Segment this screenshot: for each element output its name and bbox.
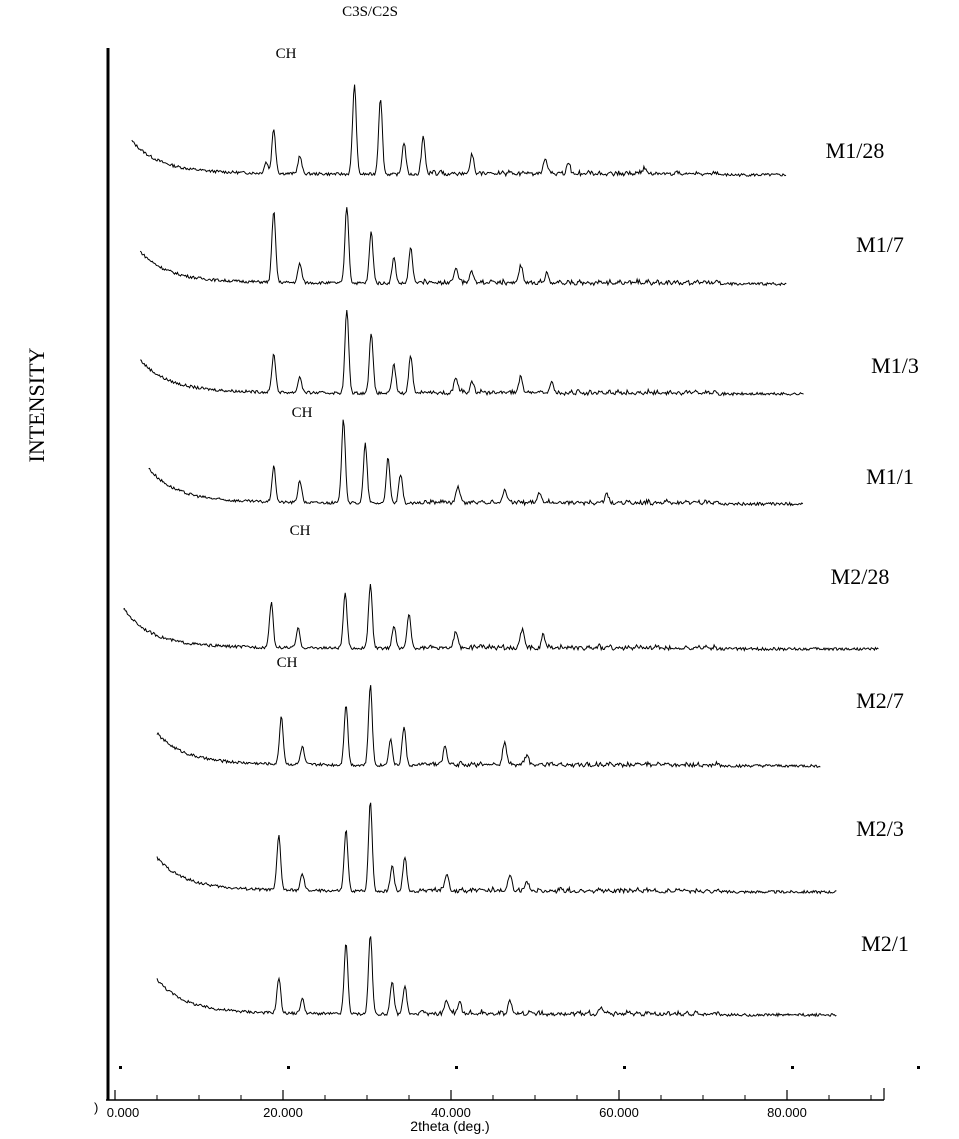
series-trace <box>139 207 787 287</box>
series-label: M2/1 <box>861 931 909 956</box>
series-label: M1/1 <box>866 464 914 489</box>
baseline-dot <box>455 1066 458 1069</box>
series-trace <box>156 802 837 895</box>
series-label: M1/3 <box>871 353 919 378</box>
x-ticks: 0.000 20.000 40.000 60.000 80.000 <box>107 1090 872 1120</box>
series-trace <box>148 419 804 507</box>
baseline-dot <box>917 1066 920 1069</box>
y-axis-label: INTENSITY <box>24 347 49 462</box>
peak-annotation: C3S/C2S <box>342 4 398 20</box>
series-label: M2/3 <box>856 816 904 841</box>
peak-annotations: C3S/C2S CH CH CH CH <box>276 4 398 671</box>
baseline-dots <box>119 1066 920 1069</box>
series-label: M1/28 <box>826 138 885 163</box>
series-trace <box>123 583 879 652</box>
x-tick-label: 20.000 <box>263 1105 303 1120</box>
x-tick-label: 40.000 <box>431 1105 471 1120</box>
peak-annotation: CH <box>292 405 313 421</box>
x-axis-label: 2theta (deg.) <box>410 1118 489 1134</box>
series-trace <box>140 309 804 397</box>
x-tick-label: 0.000 <box>107 1105 140 1120</box>
peak-annotation: CH <box>277 655 298 671</box>
peak-annotation: CH <box>290 523 311 539</box>
traces <box>123 84 879 1018</box>
series-trace <box>156 685 821 769</box>
baseline-dot <box>623 1066 626 1069</box>
x-tick-label: 60.000 <box>599 1105 639 1120</box>
series-label: M2/28 <box>831 564 890 589</box>
peak-annotation: CH <box>276 46 297 62</box>
series-label: M2/7 <box>856 688 904 713</box>
series-labels: M1/28 M1/7 M1/3 M1/1 M2/28 M2/7 M2/3 M2/1 <box>826 138 919 956</box>
baseline-dot <box>287 1066 290 1069</box>
series-label: M1/7 <box>856 232 904 257</box>
x-tick-label: 80.000 <box>767 1105 807 1120</box>
series-trace <box>156 936 837 1018</box>
axis-left-bracket: ) <box>94 1100 98 1115</box>
series-trace <box>131 84 787 178</box>
baseline-dot <box>791 1066 794 1069</box>
baseline-dot <box>119 1066 122 1069</box>
